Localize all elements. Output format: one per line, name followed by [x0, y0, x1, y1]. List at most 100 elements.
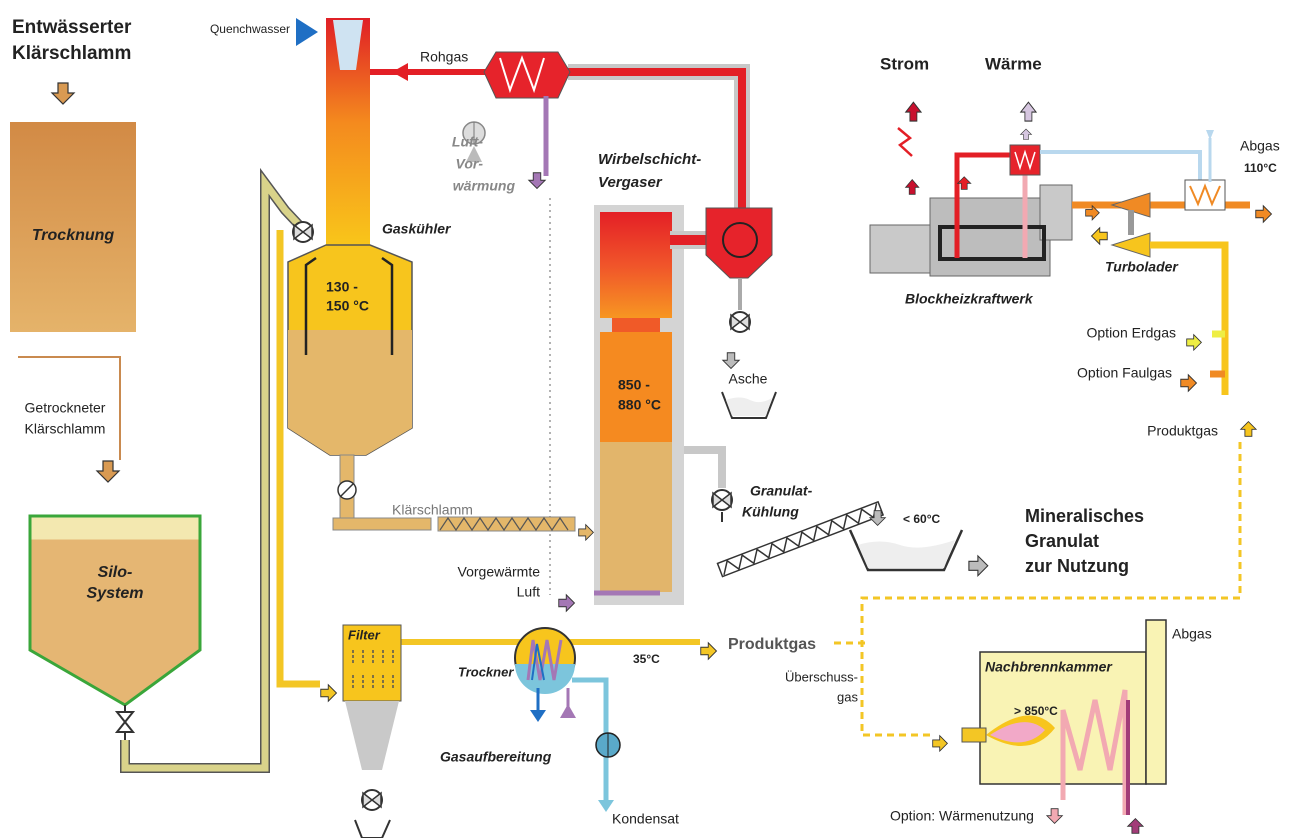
air-preheating-label: Luft-	[452, 134, 483, 150]
drying-section-part	[121, 172, 303, 772]
silo	[28, 514, 202, 707]
drying-section: Entwässerter Klärschlamm Trocknung Getro…	[10, 17, 337, 773]
gasifier-part	[722, 352, 740, 369]
drying-section-part	[114, 705, 136, 740]
gasifier-part	[726, 397, 772, 416]
excess-gas-label: gas	[837, 689, 858, 704]
gasifier-part	[558, 594, 575, 612]
cyclone	[705, 207, 773, 279]
dryer-label: Trockner	[458, 664, 514, 679]
raw-gas-line: Rohgas Luft- Vor- wärmung	[370, 49, 750, 595]
gas-cooler-part	[381, 256, 394, 355]
gas-treatment-part	[526, 639, 563, 681]
afterburner-label: Nachbrennkammer	[985, 659, 1113, 675]
ash-label: Asche	[729, 371, 768, 387]
air-preheating-label: Vor-	[456, 156, 484, 172]
gas-cooler: Quenchwasser Gaskühler 130 - 150 °C	[210, 18, 452, 531]
chp-section-part	[905, 101, 922, 122]
gas-treatment-part	[598, 800, 614, 812]
gasifier-part	[600, 332, 672, 442]
digester-gas-option: Option Faulgas	[1077, 365, 1172, 381]
drying-section-part	[51, 82, 75, 105]
gas-cooler-part	[296, 18, 318, 46]
afterburner-part	[961, 727, 987, 743]
natural-gas-option: Option Erdgas	[1087, 325, 1177, 341]
afterburner: Überschuss- gas Abgas Nachbrennkammer > …	[785, 619, 1212, 834]
chp-section-part	[1020, 101, 1037, 122]
gas-treatment-part	[361, 789, 383, 811]
gasifier-part	[437, 516, 576, 532]
granulate-cooling-label: Kühlung	[742, 504, 799, 520]
product-gas-label: Produktgas	[1147, 423, 1218, 439]
gas-cooler-part	[304, 256, 317, 355]
gasifier-part	[722, 222, 758, 258]
chp-section-part	[1040, 150, 1202, 185]
raw-gas-label: Rohgas	[420, 49, 468, 65]
afterburner-part	[1127, 818, 1144, 834]
cooler-temperature: 150 °C	[326, 298, 369, 314]
mineral-granulate-label: Mineralisches	[1025, 506, 1144, 526]
gasifier-part	[729, 311, 751, 333]
chp-label: Blockheizkraftwerk	[905, 291, 1034, 307]
granulate-section-part	[711, 489, 733, 511]
raw-gas-line-part	[483, 51, 571, 99]
afterburner-part	[1046, 808, 1063, 824]
product-gas-output: Produktgas	[728, 636, 816, 653]
granulate-section: Granulat- Kühlung < 60°C Mineralisches G…	[684, 446, 1144, 578]
gas-treatment-part	[530, 710, 546, 722]
chp-section-part	[1091, 227, 1108, 245]
gas-treatment-part	[560, 704, 576, 718]
chp-section-part	[938, 225, 1046, 261]
granulate-section-part	[684, 446, 726, 488]
gasifier-part	[600, 212, 672, 318]
gasifier-part	[660, 442, 672, 592]
heat-use-label: Option: Wärmenutzung	[890, 808, 1034, 824]
granulate-section-part	[858, 540, 955, 568]
silo-label: Silo-	[98, 564, 133, 581]
air-preheating-label: wärmung	[453, 178, 516, 194]
exhaust-label: Abgas	[1240, 138, 1280, 154]
afterburner-part	[1145, 619, 1167, 785]
gas-cooler-part	[288, 330, 412, 455]
gas-treatment: Filter Trockner 35°C Produktgas Gasaufbe…	[342, 624, 866, 838]
gas-treatment-part	[352, 650, 394, 690]
chp-section-part	[860, 442, 1242, 737]
dryer-box	[10, 122, 136, 332]
dried-sludge-label: Getrockneter	[25, 400, 106, 416]
preheated-air-label: Vorgewärmte	[458, 564, 541, 580]
chp-section-part	[1014, 149, 1036, 171]
cooler-temperature: 130 -	[326, 279, 358, 295]
gas-cooler-part	[333, 20, 363, 70]
chp-section-part	[905, 179, 920, 195]
drying-section-part	[18, 356, 121, 460]
gas-treatment-label: Gasaufbereitung	[440, 749, 552, 765]
chp-section-part	[957, 176, 972, 190]
quench-water-label: Quenchwasser	[210, 22, 290, 36]
chp-section-part	[1184, 179, 1226, 211]
chp-section-part	[1150, 241, 1229, 395]
gas-cooler-label: Gaskühler	[382, 221, 452, 237]
afterburner-temperature: > 850°C	[1014, 704, 1058, 718]
drying-section-part	[320, 684, 337, 702]
chp-section-part	[929, 197, 1051, 277]
afterburner-part	[990, 722, 1045, 743]
gasifier: Wirbelschicht- Vergaser 850 - 880 °C Asc…	[392, 151, 777, 612]
mineral-granulate-label: Granulat	[1025, 531, 1099, 551]
filter-label: Filter	[348, 627, 381, 642]
gasifier-temperature: 880 °C	[618, 397, 661, 413]
drying-section-part	[31, 517, 199, 540]
gas-treatment-part	[531, 643, 545, 681]
exhaust-temperature: 110°C	[1244, 161, 1277, 175]
raw-gas-line-part	[528, 172, 546, 189]
gas-treatment-part	[345, 701, 399, 770]
input-label: Klärschlamm	[12, 43, 131, 64]
excess-gas-label: Überschuss-	[785, 669, 858, 684]
gas-treatment-part	[572, 677, 609, 800]
gasifier-part	[439, 516, 569, 532]
chp-section-part	[869, 224, 931, 274]
mineral-granulate-label: zur Nutzung	[1025, 556, 1129, 576]
granulate-section-part	[716, 500, 885, 578]
raw-gas-line-part	[466, 146, 482, 162]
chp-section-part	[1186, 334, 1202, 351]
